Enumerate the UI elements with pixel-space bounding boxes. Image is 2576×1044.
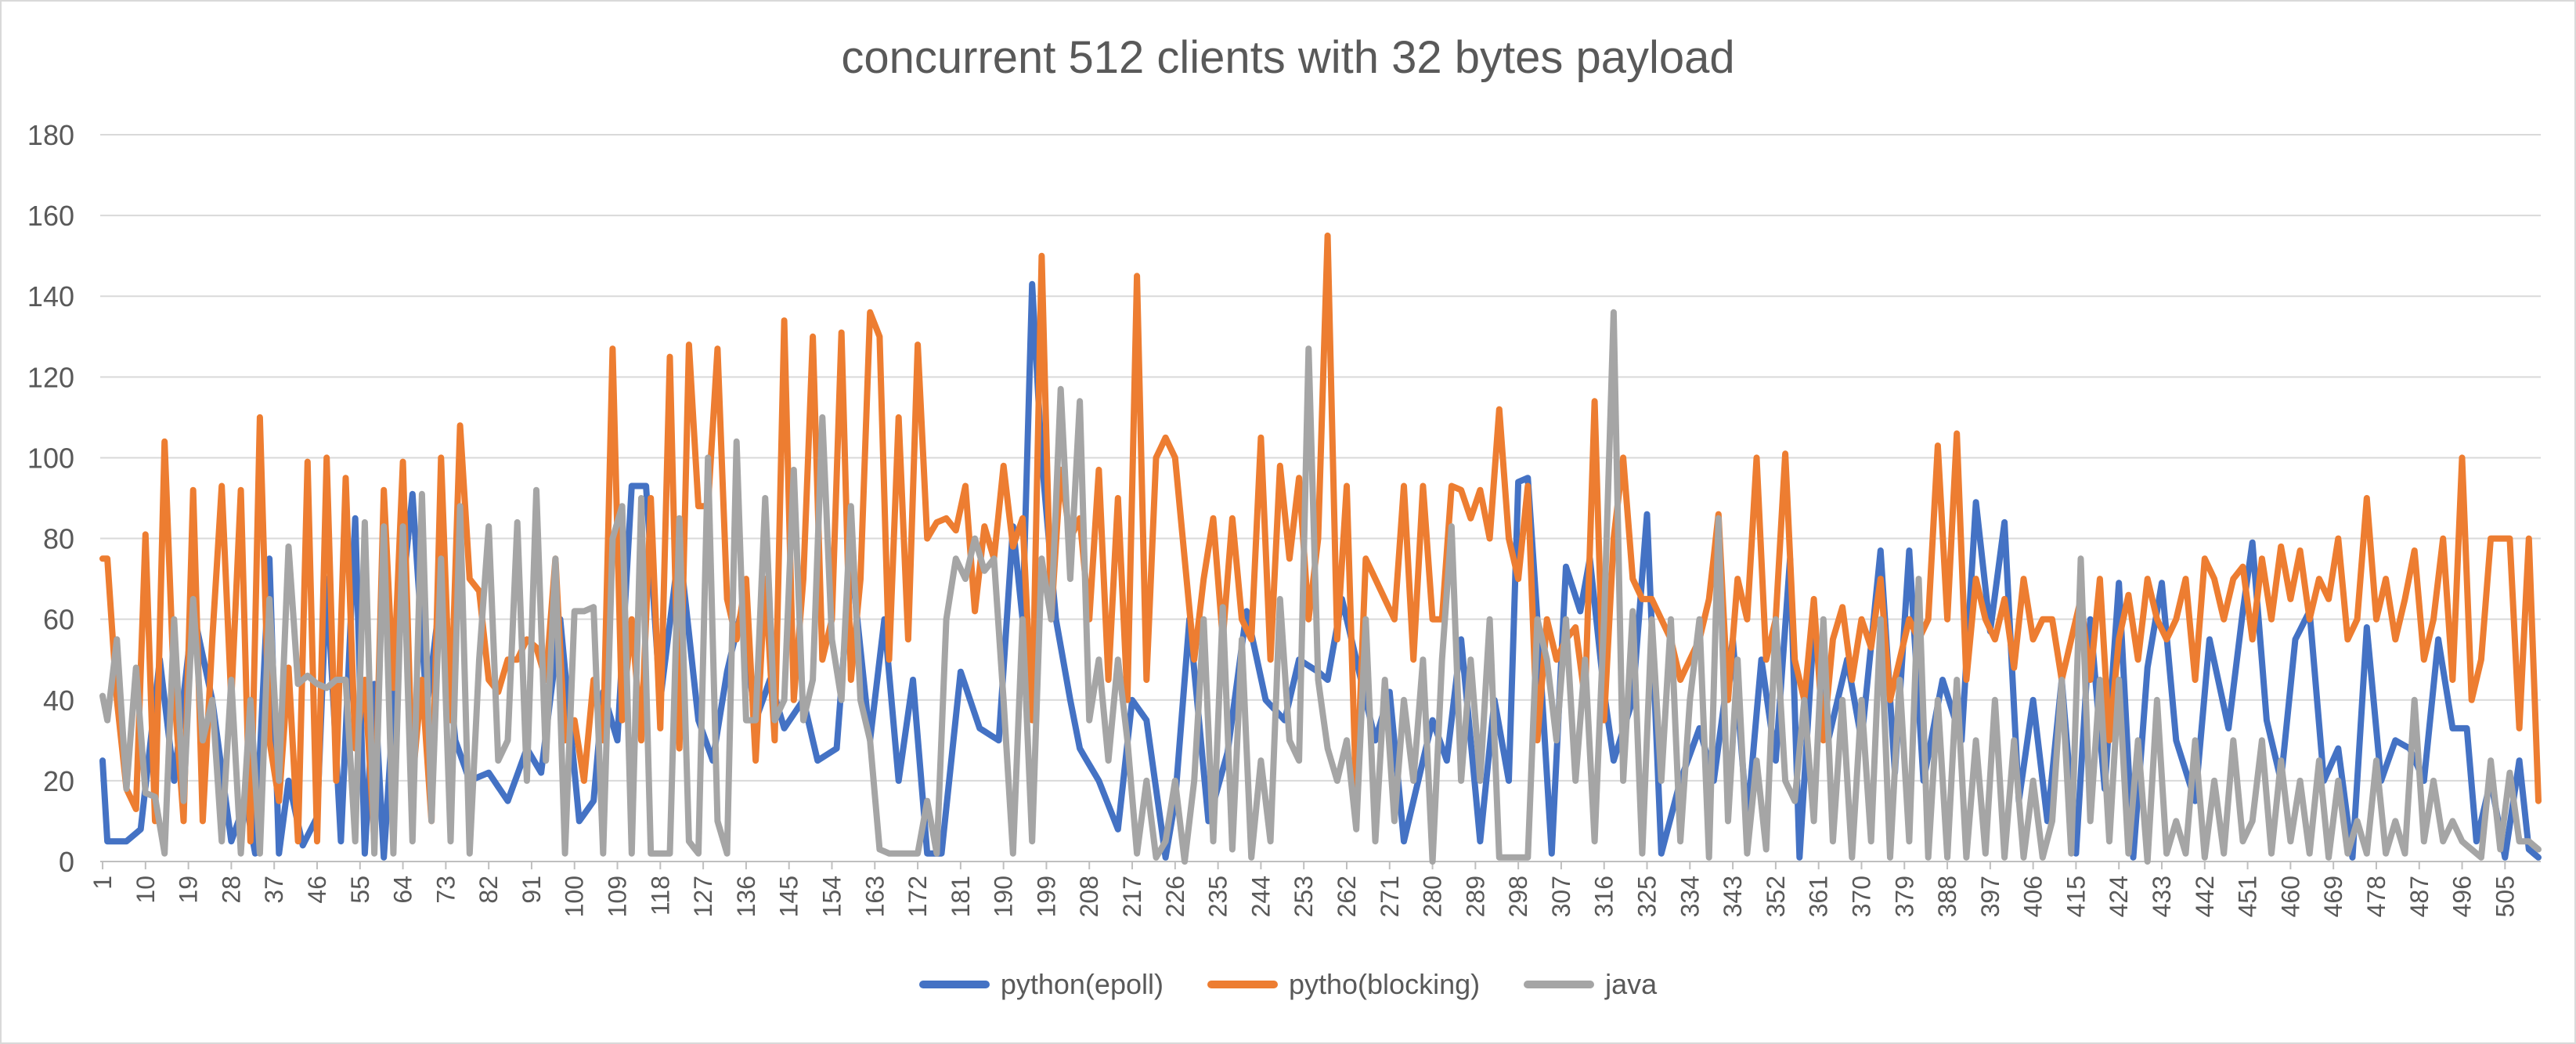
x-tick-label: 46 (303, 876, 331, 904)
x-tick-label: 370 (1847, 876, 1875, 917)
x-tick-label: 307 (1547, 876, 1575, 917)
x-tick-label: 91 (518, 876, 546, 904)
x-tick-label: 136 (732, 876, 760, 917)
series-line-java (99, 309, 2542, 865)
y-tick-label: 120 (27, 361, 74, 393)
x-tick-label: 334 (1676, 876, 1704, 917)
x-tick-label: 361 (1805, 876, 1833, 917)
x-tick-label: 442 (2191, 876, 2219, 917)
x-tick-label: 82 (474, 876, 503, 904)
x-tick-label: 19 (175, 876, 203, 904)
x-tick-label: 154 (817, 876, 846, 917)
x-tick-label: 460 (2276, 876, 2304, 917)
x-tick-label: 415 (2062, 876, 2090, 917)
x-tick-label: 37 (260, 876, 288, 904)
x-tick-label: 262 (1333, 876, 1361, 917)
legend-item-python-blocking: pytho(blocking) (1207, 968, 1480, 1001)
x-tick-label: 496 (2448, 876, 2477, 917)
y-tick-label: 140 (27, 280, 74, 312)
series-layer (99, 232, 2542, 865)
x-tick-label: 487 (2405, 876, 2433, 917)
x-tick-label: 469 (2319, 876, 2347, 917)
legend-label: java (1605, 968, 1658, 1000)
chart-title: concurrent 512 clients with 32 bytes pay… (841, 32, 1735, 83)
y-tick-label: 80 (43, 523, 74, 555)
x-tick-label: 406 (2019, 876, 2047, 917)
x-tick-label: 505 (2491, 876, 2519, 917)
x-tick-label: 208 (1075, 876, 1103, 917)
legend-swatch (918, 981, 990, 988)
x-tick-label: 478 (2362, 876, 2390, 917)
x-axis-ticks: 1 10 19 28 37 46 55 64 73 82 91 100 109 118 127 136 145 1… (88, 862, 2519, 917)
x-tick-label: 298 (1504, 876, 1532, 917)
x-tick-label: 433 (2148, 876, 2176, 917)
y-tick-label: 180 (27, 119, 74, 151)
x-tick-label: 100 (561, 876, 589, 917)
x-tick-label: 352 (1762, 876, 1790, 917)
x-tick-label: 226 (1161, 876, 1189, 917)
y-tick-label: 20 (43, 765, 74, 797)
y-tick-label: 160 (27, 200, 74, 232)
x-tick-label: 55 (346, 876, 374, 904)
x-tick-label: 388 (1933, 876, 1961, 917)
legend: python(epoll) pytho(blocking) java (0, 965, 2576, 1004)
y-tick-label: 40 (43, 685, 74, 717)
x-tick-label: 217 (1118, 876, 1146, 917)
x-tick-label: 172 (904, 876, 932, 917)
x-tick-label: 316 (1590, 876, 1618, 917)
x-tick-label: 253 (1290, 876, 1318, 917)
x-tick-label: 244 (1247, 876, 1275, 917)
x-tick-label: 424 (2105, 876, 2133, 917)
x-tick-label: 118 (646, 876, 674, 916)
x-tick-label: 145 (775, 876, 803, 917)
x-tick-label: 397 (1976, 876, 2004, 917)
legend-item-java: java (1524, 968, 1657, 1001)
y-axis-ticks: 0 20 40 60 80 100 120 140 160 180 (27, 119, 74, 878)
x-tick-label: 1 (88, 876, 117, 890)
x-tick-label: 181 (947, 876, 975, 917)
x-tick-label: 379 (1890, 876, 1918, 917)
x-tick-label: 343 (1719, 876, 1747, 917)
x-tick-label: 190 (990, 876, 1018, 917)
x-tick-label: 163 (860, 876, 889, 917)
x-tick-label: 28 (217, 876, 245, 904)
x-tick-label: 325 (1633, 876, 1661, 917)
legend-label: python(epoll) (1000, 968, 1164, 1000)
x-tick-label: 271 (1376, 876, 1404, 917)
x-tick-label: 10 (132, 876, 160, 904)
x-tick-label: 451 (2234, 876, 2262, 917)
y-tick-label: 100 (27, 442, 74, 474)
x-tick-label: 199 (1032, 876, 1060, 917)
legend-item-python-epoll: python(epoll) (918, 968, 1164, 1001)
x-tick-label: 280 (1419, 876, 1447, 917)
x-tick-label: 235 (1204, 876, 1232, 917)
y-tick-label: 0 (59, 846, 74, 878)
x-tick-label: 64 (389, 876, 417, 904)
x-tick-label: 73 (431, 876, 460, 904)
legend-swatch (1207, 981, 1278, 988)
x-tick-label: 127 (689, 876, 717, 917)
x-tick-label: 289 (1461, 876, 1489, 917)
x-tick-label: 109 (604, 876, 632, 917)
legend-swatch (1524, 981, 1595, 988)
legend-label: pytho(blocking) (1288, 968, 1481, 1000)
y-tick-label: 60 (43, 604, 74, 636)
